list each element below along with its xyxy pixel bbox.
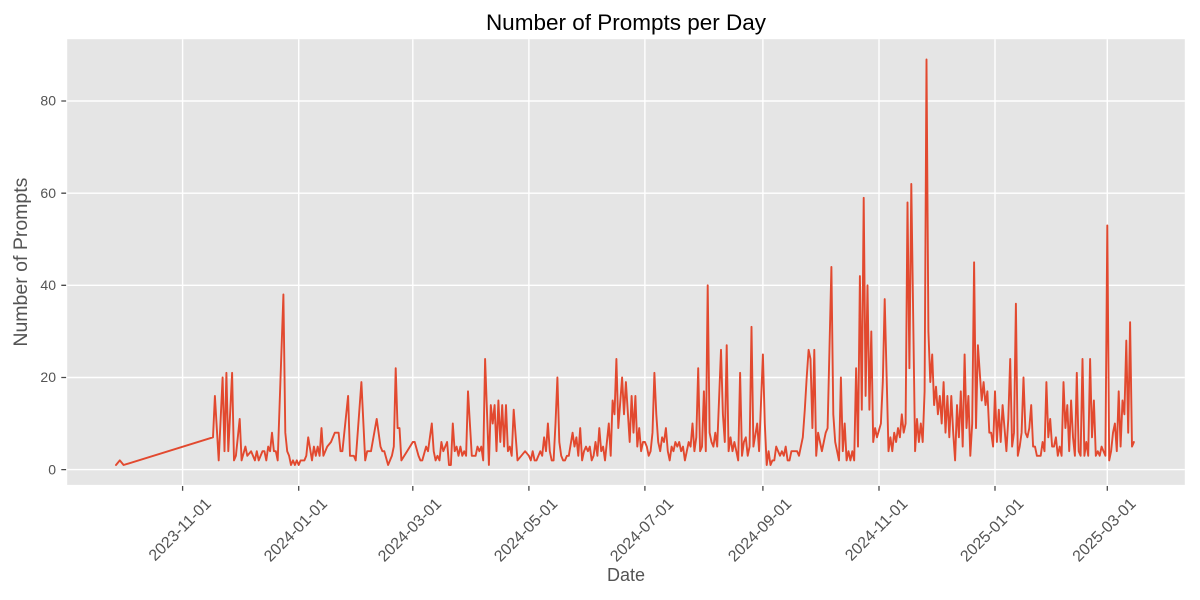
svg-text:Number of Prompts: Number of Prompts [10,177,32,346]
svg-text:0: 0 [48,461,56,477]
svg-text:Date: Date [607,565,645,585]
svg-text:40: 40 [40,277,56,293]
svg-text:Number of Prompts per Day: Number of Prompts per Day [486,10,767,35]
svg-text:60: 60 [40,185,56,201]
svg-text:80: 80 [40,93,56,109]
svg-text:20: 20 [40,369,56,385]
